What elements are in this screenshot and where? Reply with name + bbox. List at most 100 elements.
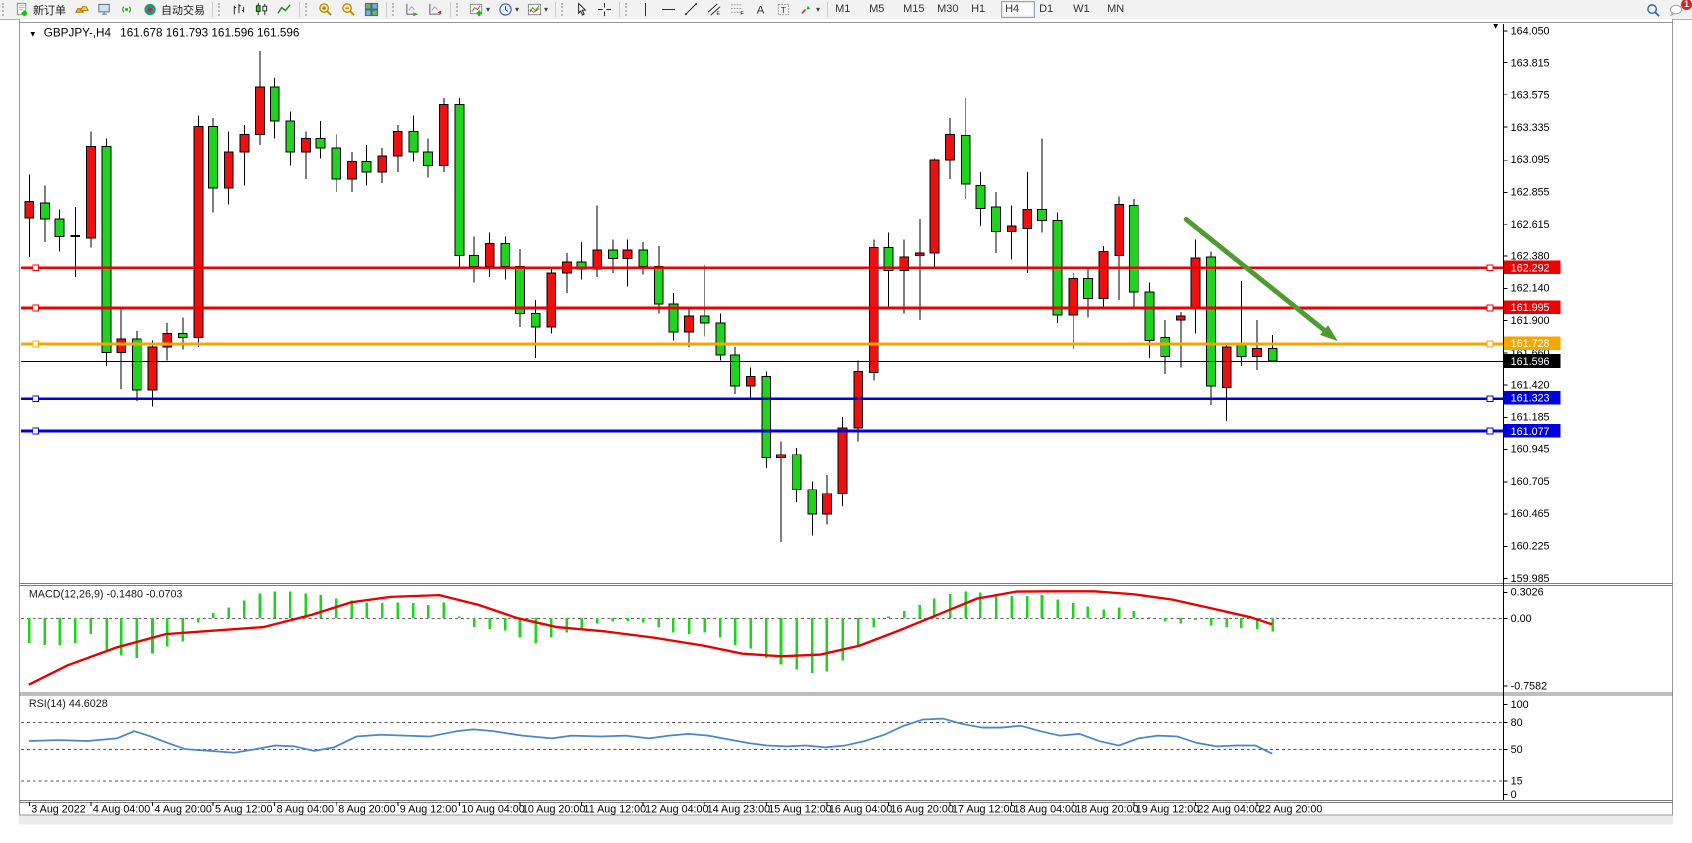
hline-handle[interactable] [32,264,40,272]
hline-handle[interactable] [32,340,40,348]
toolbar-separator [555,2,557,17]
macd-axis-label: 0.3026 [1511,586,1544,598]
arrows-button[interactable]: ▾ [795,0,824,19]
candle-body [40,202,50,220]
candle-body [684,315,695,333]
candle-body [1144,291,1155,341]
hline-handle[interactable] [32,395,40,403]
candles-icon [254,2,269,17]
timeframe-button-h4[interactable]: H4 [1001,1,1036,18]
candle-body [1022,209,1033,230]
candle-body [54,218,65,238]
template-icon [527,2,542,17]
timeframe-button-m15[interactable]: M15 [903,3,925,15]
candle-body [1068,277,1079,316]
toolbar-group-handle [561,3,568,16]
candlestick-chart-button[interactable] [250,0,273,19]
text-button[interactable]: A [749,0,772,19]
price-tick-label: 163.815 [1511,57,1550,69]
trendline-button[interactable] [680,0,703,19]
periods-button[interactable]: ▾ [494,0,523,19]
hline-handle[interactable] [1486,340,1494,348]
time-axis-label: 16 Aug 20:00 [890,804,953,816]
zoom-out-icon [341,2,356,17]
channel-button[interactable]: E [703,0,726,19]
zoom-in-button[interactable] [314,0,337,19]
symbol-title[interactable]: ▼ GBPJPY-,H4 161.678 161.793 161.596 161… [29,27,300,40]
line-chart-button[interactable] [273,0,296,19]
tile-icon [364,2,379,17]
timeframe-button-m1[interactable]: M1 [835,3,851,15]
candle-body [500,242,511,267]
time-axis-label: 18 Aug 04:00 [1014,804,1077,816]
auto-scroll-button[interactable] [401,0,424,19]
symbol-quotes: 161.678 161.793 161.596 161.596 [120,27,299,40]
vertical-line-button[interactable] [634,0,657,19]
monitor-icon [97,2,112,17]
candle-body [1114,203,1125,256]
price-line-label: 162.292 [1511,262,1550,274]
rsi-axis-label: 50 [1511,744,1523,756]
timeframe-button-h1[interactable]: H1 [971,3,986,15]
tile-windows-button[interactable] [360,0,383,19]
hline-handle[interactable] [1486,304,1494,312]
toolbar-separator [450,2,451,17]
hline-handle[interactable] [32,304,40,312]
candle-body [975,185,986,209]
macd-axis-label: 0.00 [1511,613,1532,625]
candle-body [607,249,618,259]
zoom-out-button[interactable] [337,0,360,19]
search-button[interactable] [1642,1,1665,20]
price-line-label: 161.728 [1511,338,1550,350]
market-watch-button[interactable] [70,0,93,19]
cursor-button[interactable] [570,0,593,19]
indicators-button[interactable]: ▾ [465,0,494,19]
signals-button[interactable] [116,0,139,19]
timeframe-button-w1[interactable]: W1 [1073,3,1090,15]
candle-body [1083,277,1093,300]
timeframe-button-m30[interactable]: M30 [937,3,959,15]
candle-body [193,125,204,339]
candle-body [361,160,372,173]
chart-shift-button[interactable] [424,0,447,19]
time-axis-label: 17 Aug 12:00 [952,804,1015,816]
candle-body [255,86,265,135]
chart-canvas[interactable]: 164.050 163.815 163.575 163.335 163.095 162.8… [0,19,1692,843]
candle-body [653,265,664,305]
trend-arrow-head[interactable] [1320,325,1338,342]
timeframe-button-mn[interactable]: MN [1107,3,1125,15]
hline-handle[interactable] [1486,264,1494,272]
svg-text:A: A [757,4,765,16]
chart-window: 164.050 163.815 163.575 163.335 163.095 162.8… [0,19,1692,843]
horizontal-line-button[interactable] [657,0,680,19]
time-axis-label: 15 Aug 12:00 [768,804,831,816]
timeframe-button-m5[interactable]: M5 [869,3,885,15]
chat-button[interactable]: 1 [1665,0,1692,20]
autotrading-button-label: 自动交易 [161,4,205,17]
trend-arrow[interactable] [1183,216,1327,333]
price-tick-label: 160.705 [1511,476,1550,488]
bar-chart-button[interactable] [227,0,250,19]
fibonacci-button[interactable]: F [726,0,749,19]
hline-handle[interactable] [1486,395,1494,403]
price-tick-label: 163.575 [1511,90,1550,102]
hline-handle[interactable] [1486,427,1494,435]
bottom-strip [19,814,1673,825]
candle-body [147,346,158,391]
autotrading-button[interactable]: 自动交易 [139,0,209,19]
templates-button[interactable]: ▾ [523,0,552,19]
clock-icon [498,2,513,17]
price-tick-label: 164.050 [1511,26,1550,38]
new-order-button[interactable]: 新订单 [11,0,70,19]
candle-body [1006,225,1017,232]
doc-plus-icon [15,2,30,17]
data-window-button[interactable] [93,0,116,19]
notification-badge: 1 [1681,0,1692,10]
candle-body [1206,256,1216,387]
time-axis-label: 19 Aug 12:00 [1136,804,1199,816]
timeframe-button-d1[interactable]: D1 [1039,3,1054,15]
text-label-button[interactable]: T [772,0,795,19]
crosshair-button[interactable] [593,0,616,19]
hline-handle[interactable] [32,427,40,435]
candle-body [761,376,772,458]
